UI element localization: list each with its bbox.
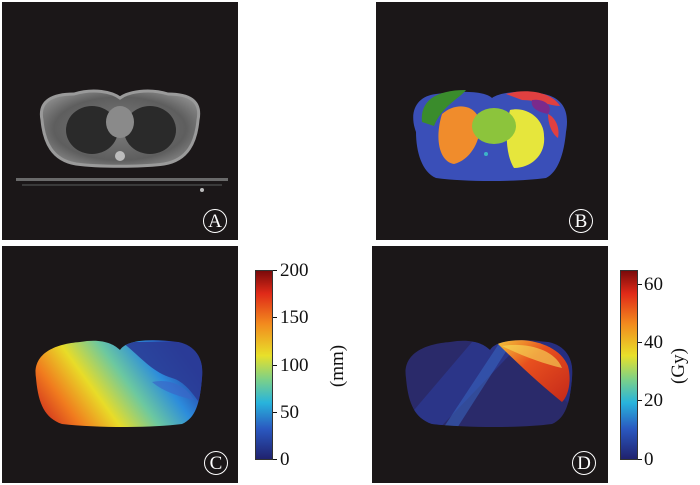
colorbar-c-tickmark-200 — [273, 270, 277, 271]
colorbar-c-tick-label: 150 — [280, 307, 309, 328]
colorbar-d-tickmark-0 — [638, 459, 642, 460]
colorbar-d-tickmark-20 — [638, 400, 642, 401]
colorbar-distance — [255, 270, 273, 460]
colorbar-d-tickmark-60 — [638, 284, 642, 285]
panel-c-badge: C — [204, 451, 228, 475]
panel-c-distance-map: C — [2, 246, 238, 483]
panel-a-badge: A — [203, 209, 227, 233]
colorbar-c-tick-label: 50 — [280, 402, 299, 423]
colorbar-d-unit-label: (Gy) — [668, 348, 689, 384]
colorbar-c-tick-label: 0 — [280, 449, 290, 470]
ct-slice-graphic — [16, 89, 228, 192]
colorbar-dose — [620, 270, 638, 460]
colorbar-d-tick-label: 60 — [644, 274, 663, 295]
panel-b-segmentation: B — [376, 2, 608, 240]
colorbar-d-tick-label: 0 — [644, 449, 654, 470]
panel-d-dose-map: D — [372, 246, 608, 483]
colorbar-c-tickmark-150 — [273, 317, 277, 318]
colorbar-d-tick-label: 20 — [644, 390, 663, 411]
colorbar-c-tickmark-0 — [273, 459, 277, 460]
colorbar-c-tick-label: 200 — [280, 260, 309, 281]
colorbar-c-tickmark-100 — [273, 365, 277, 366]
distance-map-graphic — [35, 340, 203, 427]
colorbar-d-tickmark-40 — [638, 342, 642, 343]
dose-map-graphic — [405, 340, 573, 427]
segmentation-graphic — [413, 90, 568, 181]
colorbar-d-tick-label: 40 — [644, 332, 663, 353]
colorbar-c-unit-label: (mm) — [327, 344, 348, 388]
panel-b-badge: B — [569, 209, 593, 233]
panel-d-badge: D — [572, 451, 596, 475]
panel-a-ct-image: A — [2, 2, 238, 240]
colorbar-c-tick-label: 100 — [280, 355, 309, 376]
colorbar-c-tickmark-50 — [273, 412, 277, 413]
